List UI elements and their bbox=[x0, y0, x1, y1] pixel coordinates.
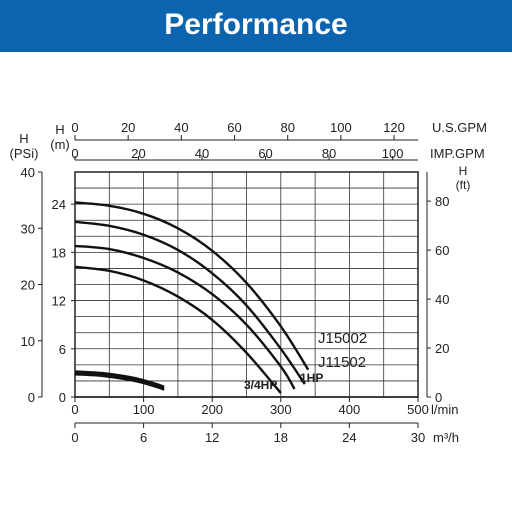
tick-label-impgpm: 100 bbox=[382, 146, 404, 161]
tick-label-impgpm: 60 bbox=[258, 146, 272, 161]
tick-label-ft: 80 bbox=[435, 194, 449, 209]
series-label-j11502: J11502 bbox=[318, 354, 366, 371]
tick-label-m3h: 0 bbox=[71, 430, 78, 445]
tick-label-usgpm: 20 bbox=[121, 120, 135, 135]
series-line-j15002 bbox=[74, 201, 310, 371]
tick-label-ft: 40 bbox=[435, 292, 449, 307]
series-line-1hp bbox=[74, 244, 296, 390]
series-line-34hp bbox=[74, 265, 282, 394]
tick-label-psi: 10 bbox=[21, 334, 35, 349]
header-banner: Performance bbox=[0, 0, 512, 52]
page-title: Performance bbox=[164, 8, 348, 41]
axis-label-m-unit: (m) bbox=[50, 137, 70, 152]
tick-label-ft: 20 bbox=[435, 341, 449, 356]
tick-label-usgpm: 80 bbox=[280, 120, 294, 135]
chart-series bbox=[74, 201, 310, 394]
tick-label-usgpm: 120 bbox=[383, 120, 405, 135]
tick-label-m: 24 bbox=[52, 197, 66, 212]
series-label-34hp: 3/4HP bbox=[244, 378, 277, 392]
axis-label-psi-unit: (PSi) bbox=[10, 146, 39, 161]
tick-label-lmin: 300 bbox=[270, 402, 292, 417]
tick-label-usgpm: 100 bbox=[330, 120, 352, 135]
tick-label-psi: 40 bbox=[21, 165, 35, 180]
tick-label-lmin: 500 bbox=[407, 402, 429, 417]
axis-label-m3h: m³/h bbox=[433, 430, 459, 445]
series-line-small-pump-6 bbox=[74, 373, 165, 391]
tick-label-m3h: 30 bbox=[411, 430, 425, 445]
axis-label-m-h: H bbox=[55, 122, 64, 137]
tick-label-m3h: 18 bbox=[274, 430, 288, 445]
tick-label-usgpm: 60 bbox=[227, 120, 241, 135]
tick-label-lmin: 400 bbox=[339, 402, 361, 417]
tick-label-m3h: 24 bbox=[342, 430, 356, 445]
axis-label-usgpm: U.S.GPM bbox=[432, 120, 487, 135]
tick-label-m: 6 bbox=[59, 342, 66, 357]
axis-label-lmin: l/min bbox=[431, 402, 458, 417]
tick-label-m: 0 bbox=[59, 390, 66, 405]
tick-label-m: 12 bbox=[52, 294, 66, 309]
tick-label-impgpm: 80 bbox=[322, 146, 336, 161]
tick-label-impgpm: 0 bbox=[71, 146, 78, 161]
tick-label-psi: 30 bbox=[21, 221, 35, 236]
axis-label-ft-h: H bbox=[459, 164, 468, 178]
series-line-j11502 bbox=[74, 220, 306, 385]
tick-label-usgpm: 0 bbox=[71, 120, 78, 135]
tick-label-psi: 20 bbox=[21, 278, 35, 293]
chart-axes bbox=[38, 135, 431, 428]
tick-label-ft: 60 bbox=[435, 243, 449, 258]
tick-label-m3h: 12 bbox=[205, 430, 219, 445]
tick-label-lmin: 100 bbox=[133, 402, 155, 417]
series-label-1hp: 1HP bbox=[300, 371, 323, 385]
tick-label-lmin: 200 bbox=[201, 402, 223, 417]
axis-label-ft-unit: (ft) bbox=[456, 178, 471, 192]
tick-label-psi: 0 bbox=[28, 390, 35, 405]
series-line-small-pump-4 bbox=[74, 370, 165, 388]
tick-label-impgpm: 20 bbox=[131, 146, 145, 161]
tick-label-impgpm: 40 bbox=[195, 146, 209, 161]
tick-label-usgpm: 40 bbox=[174, 120, 188, 135]
axis-label-impgpm: IMP.GPM bbox=[430, 146, 485, 161]
tick-label-m: 18 bbox=[52, 245, 66, 260]
series-label-j15002: J15002 bbox=[318, 330, 367, 347]
tick-label-ft: 0 bbox=[435, 390, 442, 405]
axis-label-psi-h: H bbox=[19, 131, 28, 146]
tick-label-m3h: 6 bbox=[140, 430, 147, 445]
series-line-small-pump-5 bbox=[74, 371, 165, 390]
tick-label-lmin: 0 bbox=[71, 402, 78, 417]
